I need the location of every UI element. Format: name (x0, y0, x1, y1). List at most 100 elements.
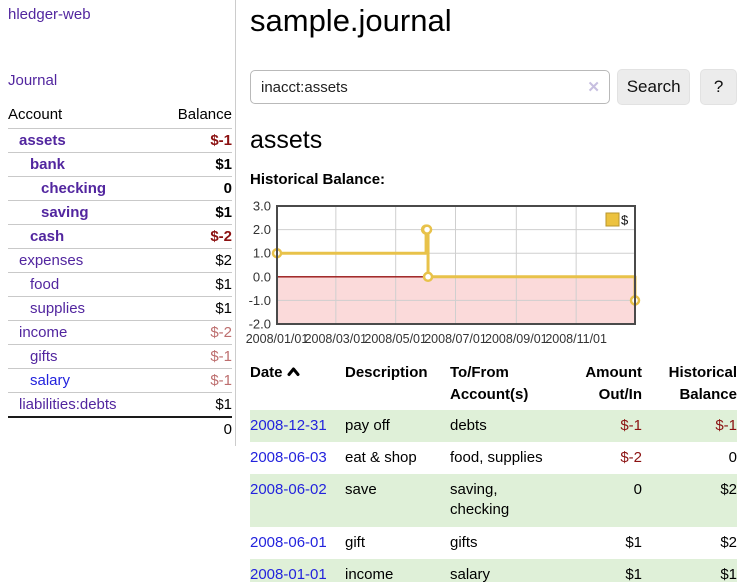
sort-ascending-icon (287, 362, 300, 384)
account-row: supplies $1 (8, 296, 232, 321)
historical-balance-chart: $3.0 2.0 1.0 0.0 -1.0 -2.0 2008/01/01 2008/03/0… (245, 199, 642, 349)
account-link[interactable]: salary (30, 372, 71, 389)
account-row: expenses $2 (8, 248, 232, 273)
search-form: ✕ Search ? (250, 69, 737, 105)
plot-border (276, 205, 636, 325)
account-balance: $1 (157, 296, 232, 321)
account-row: liabilities:debts $1 (8, 392, 232, 417)
transaction-accounts: saving, checking (450, 481, 510, 519)
x-axis-tick-label: 2008/11/01 (545, 332, 607, 346)
help-button[interactable]: ? (700, 69, 737, 105)
transaction-amount: $-2 (620, 448, 642, 466)
sidebar: hledger-web Journal Account Balance asse… (0, 0, 236, 446)
transaction-description: pay off (345, 416, 390, 434)
data-point-marker (422, 271, 434, 283)
account-balance: $-1 (157, 368, 232, 393)
legend-swatch (605, 212, 620, 227)
account-link[interactable]: gifts (30, 348, 58, 365)
transaction-date-link[interactable]: 2008-06-02 (250, 481, 327, 498)
transaction-balance: $2 (720, 533, 737, 551)
account-balance: $1 (157, 152, 232, 177)
main-content: sample.journal ✕ Search ? assets Histori… (240, 0, 742, 582)
account-link[interactable]: checking (41, 180, 107, 197)
account-link[interactable]: food (30, 276, 60, 293)
sidebar-item-journal[interactable]: Journal (8, 72, 58, 89)
chart-title: Historical Balance: (250, 171, 386, 188)
transaction-accounts: gifts (450, 533, 478, 551)
transaction-description: income (345, 565, 394, 582)
accounts-column-header: To/From Account(s) (450, 364, 529, 403)
data-point-marker (421, 224, 433, 235)
transaction-accounts: debts (450, 416, 487, 434)
account-row: gifts $-1 (8, 344, 232, 369)
transaction-date-link[interactable]: 2008-01-01 (250, 565, 327, 582)
account-link[interactable]: expenses (19, 252, 84, 269)
y-axis-tick-label: 1.0 (253, 246, 271, 261)
transaction-balance: $-1 (715, 416, 737, 434)
account-balance: $-2 (157, 224, 232, 249)
date-column-header[interactable]: Date (250, 361, 345, 410)
account-row: food $1 (8, 272, 232, 297)
account-row: bank $1 (8, 152, 232, 177)
account-link[interactable]: saving (41, 204, 89, 221)
page-title: sample.journal (250, 3, 452, 38)
transaction-row: 2008-06-03 eat & shop food, supplies $-2 0 (250, 442, 737, 474)
account-link[interactable]: cash (30, 228, 65, 245)
description-column-header: Description (345, 364, 428, 381)
x-axis-tick-label: 2008/09/01 (485, 332, 548, 346)
transaction-row: 2008-06-02 save saving, checking 0 $2 (250, 474, 737, 527)
account-balance: $-2 (157, 320, 232, 345)
x-axis-tick-label: 2008/07/01 (424, 332, 487, 346)
accounts-table-header: Account Balance (8, 104, 232, 129)
account-balance: $2 (157, 248, 232, 273)
accounts-table: Account Balance assets $-1 bank $1 checking 0… (8, 104, 232, 441)
transaction-amount: $1 (625, 533, 642, 551)
account-row: cash $-2 (8, 224, 232, 249)
transaction-date-link[interactable]: 2008-06-03 (250, 448, 327, 466)
search-button[interactable]: Search (617, 69, 691, 105)
account-link[interactable]: income (19, 324, 68, 341)
account-row: checking 0 (8, 176, 232, 201)
transaction-amount: $1 (625, 565, 642, 582)
balance-column-header-main: Historical Balance (668, 364, 737, 403)
account-row: assets $-1 (8, 128, 232, 153)
account-balance: $-1 (157, 344, 232, 369)
balance-column-header: Balance (177, 106, 232, 123)
search-input[interactable] (250, 70, 610, 104)
app-title-link[interactable]: hledger-web (8, 6, 91, 23)
transaction-row: 2008-12-31 pay off debts $-1 $-1 (250, 409, 737, 442)
transaction-date-link[interactable]: 2008-12-31 (250, 416, 327, 434)
transaction-accounts: food, supplies (450, 448, 543, 466)
total-balance: 0 (157, 416, 232, 441)
account-link[interactable]: supplies (30, 300, 86, 317)
account-balance: 0 (157, 176, 232, 201)
account-link[interactable]: liabilities:debts (19, 396, 117, 413)
transaction-description: gift (345, 533, 366, 551)
y-axis-tick-label: -1.0 (249, 293, 271, 308)
transaction-balance: $2 (720, 481, 737, 498)
account-row: salary $-1 (8, 368, 232, 393)
transaction-balance: $1 (720, 565, 737, 582)
register-table: Date Description To/From Account(s) Amou… (250, 361, 737, 582)
y-axis-tick-label: 2.0 (253, 222, 271, 237)
transaction-date-link[interactable]: 2008-06-01 (250, 533, 327, 551)
transaction-row: 2008-01-01 income salary $1 $1 (250, 558, 737, 582)
x-axis-tick-label: 2008/03/01 (305, 332, 368, 346)
transaction-amount: $-1 (620, 416, 642, 434)
transaction-description: eat & shop (345, 448, 417, 466)
account-link[interactable]: bank (30, 156, 66, 173)
account-link[interactable]: assets (19, 132, 66, 149)
y-axis-tick-label: 0.0 (253, 269, 271, 284)
amount-column-header: Amount Out/In (585, 364, 642, 403)
clear-search-icon[interactable]: ✕ (587, 79, 600, 96)
transaction-amount: 0 (633, 481, 642, 498)
total-row: 0 (8, 416, 232, 441)
account-column-header: Account (8, 106, 63, 123)
register-table-header: Date Description To/From Account(s) Amou… (250, 361, 737, 410)
y-axis-tick-label: -2.0 (249, 317, 271, 332)
account-balance: $1 (157, 272, 232, 297)
account-heading: assets (250, 126, 323, 154)
transaction-row: 2008-06-01 gift gifts $1 $2 (250, 527, 737, 559)
account-balance: $-1 (157, 128, 232, 153)
account-row: income $-2 (8, 320, 232, 345)
